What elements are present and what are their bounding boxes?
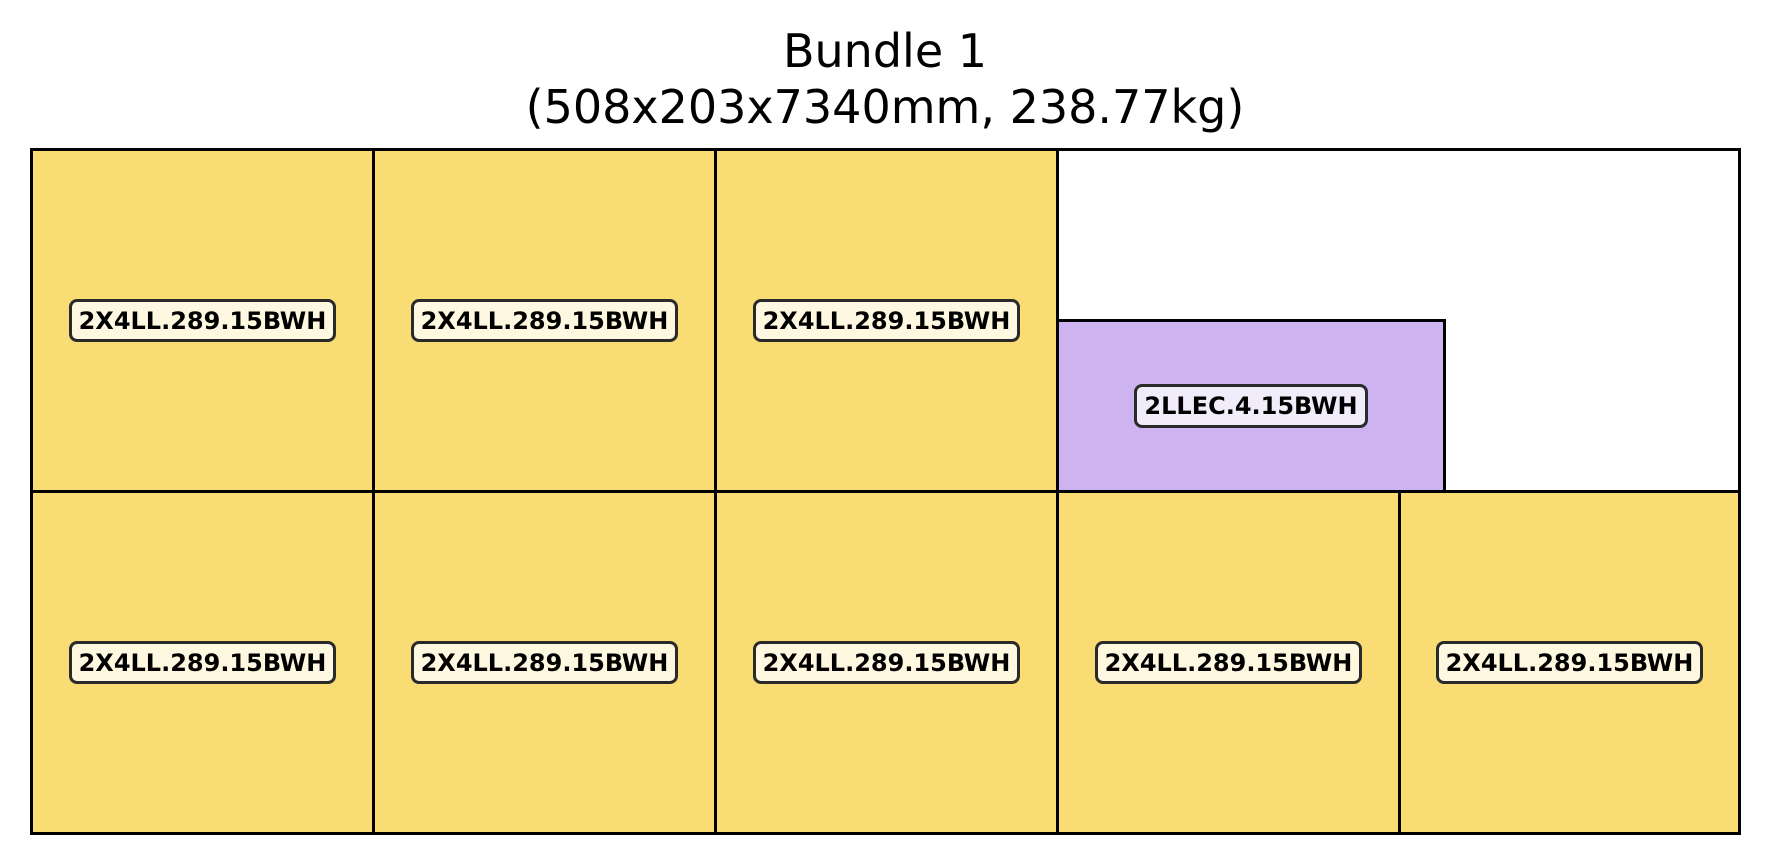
piece-cell: 2X4LL.289.15BWH — [714, 148, 1059, 493]
bundle-frame: 2X4LL.289.15BWH 2X4LL.289.15BWH 2X4LL.28… — [30, 148, 1741, 835]
piece-cell: 2X4LL.289.15BWH — [714, 490, 1059, 835]
piece-cell: 2X4LL.289.15BWH — [30, 490, 375, 835]
piece-cell: 2X4LL.289.15BWH — [372, 490, 717, 835]
piece-cell: 2X4LL.289.15BWH — [372, 148, 717, 493]
piece-label: 2X4LL.289.15BWH — [68, 640, 337, 685]
piece-cell-ledger: 2LLEC.4.15BWH — [1056, 319, 1446, 493]
diagram-title: Bundle 1 — [782, 24, 988, 78]
piece-label: 2X4LL.289.15BWH — [68, 298, 337, 343]
piece-cell: 2X4LL.289.15BWH — [1398, 490, 1741, 835]
diagram-subtitle: (508x203x7340mm, 238.77kg) — [525, 80, 1245, 134]
piece-cell: 2X4LL.289.15BWH — [30, 148, 375, 493]
piece-label: 2X4LL.289.15BWH — [752, 640, 1021, 685]
piece-label: 2X4LL.289.15BWH — [752, 298, 1021, 343]
piece-label: 2X4LL.289.15BWH — [410, 298, 679, 343]
piece-label: 2LLEC.4.15BWH — [1134, 384, 1368, 428]
piece-label: 2X4LL.289.15BWH — [1435, 640, 1704, 685]
piece-label: 2X4LL.289.15BWH — [1094, 640, 1363, 685]
piece-label: 2X4LL.289.15BWH — [410, 640, 679, 685]
piece-cell: 2X4LL.289.15BWH — [1056, 490, 1401, 835]
